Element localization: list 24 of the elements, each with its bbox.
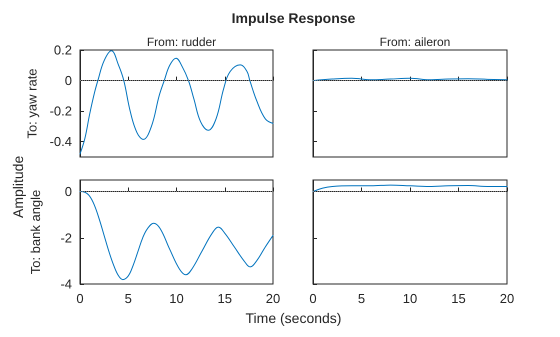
chart-title: From: rudder: [146, 35, 216, 49]
chart-title: From: aileron: [380, 35, 450, 49]
text: Amplitude: [10, 156, 26, 218]
x-tick-label: 20: [266, 291, 280, 306]
y-tick-label: -4: [60, 276, 72, 292]
y-tick-label: 0: [64, 184, 72, 200]
x-tick-label: 10: [169, 291, 184, 306]
y-axis-title: To: yaw rate: [24, 68, 40, 139]
x-tick-label: 5: [124, 291, 132, 306]
x-tick-label: 15: [451, 291, 466, 306]
x-tick-label: 5: [358, 291, 366, 306]
text: Impulse Response: [230, 10, 356, 26]
text: Time (seconds): [244, 310, 342, 326]
y-tick-label: 0: [64, 73, 72, 88]
x-tick-label: 15: [218, 291, 232, 306]
y-tick-label: -2: [60, 230, 72, 246]
y-tick-label: 0.2: [54, 42, 72, 58]
y-axis-title: To: bank angle: [28, 190, 43, 274]
x-tick-label: 0: [76, 291, 84, 306]
y-tick-label: -0.2: [50, 104, 72, 119]
x-tick-label: 0: [309, 291, 317, 306]
x-tick-label: 20: [500, 291, 514, 306]
y-tick-label: -0.4: [50, 134, 72, 150]
x-tick-label: 10: [402, 291, 418, 306]
